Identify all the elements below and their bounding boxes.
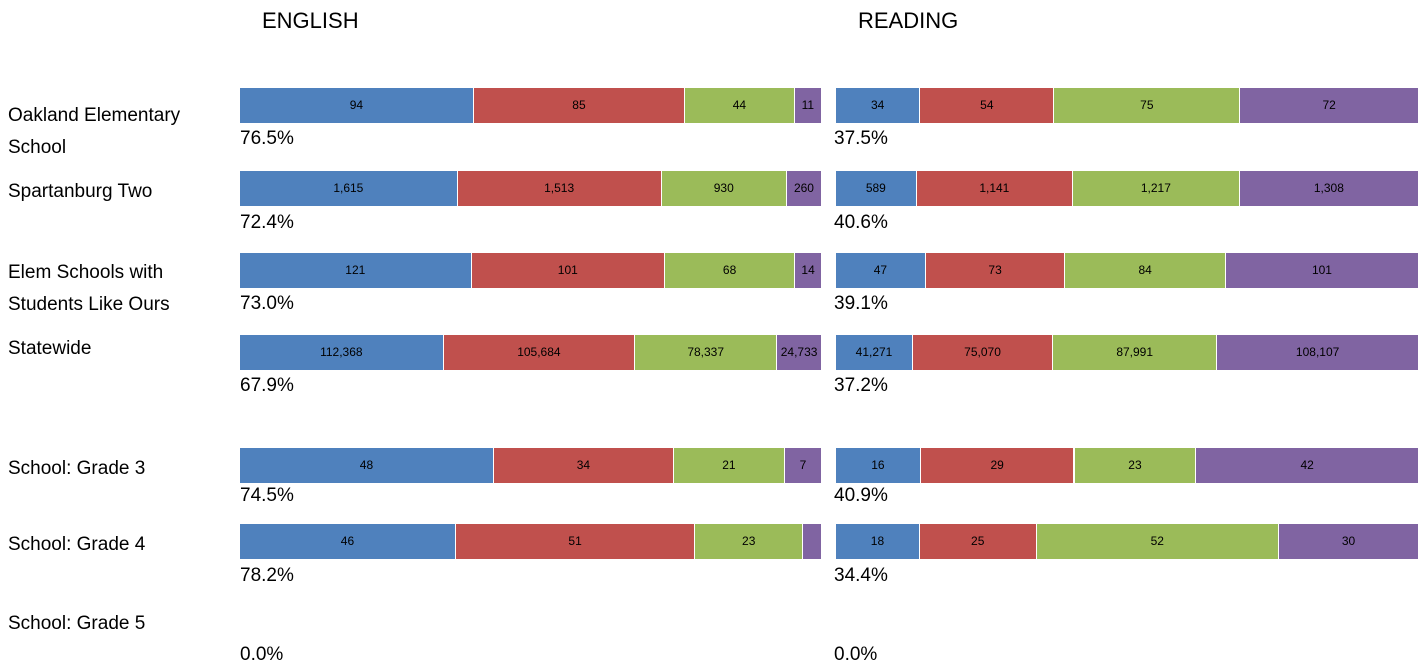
english-bar: 46 51 23 — [240, 524, 822, 559]
reading-percent-label: 34.4% — [834, 565, 888, 586]
reading-percent-label: 37.2% — [834, 375, 888, 396]
english-bar: 94 85 44 11 — [240, 88, 822, 123]
reading-bar-segment: 1,308 — [1239, 171, 1419, 206]
english-bar-segment: 14 — [795, 253, 822, 288]
reading-bar: 41,271 75,070 87,991 108,107 — [836, 335, 1419, 370]
row-label-line: School: Grade 4 — [8, 534, 146, 555]
reading-bar-segment: 16 — [836, 448, 921, 483]
english-percent-label: 72.4% — [240, 212, 294, 233]
english-bar: 121 101 68 14 — [240, 253, 822, 288]
english-percent-label: 0.0% — [240, 644, 284, 665]
reading-bar-segment: 73 — [925, 253, 1066, 288]
reading-bar-segment: 84 — [1065, 253, 1226, 288]
reading-bar-segment: 75,070 — [913, 335, 1054, 370]
english-bar-segment: 105,684 — [443, 335, 636, 370]
english-bar-segment: 1,615 — [240, 171, 458, 206]
row-label: Statewide — [8, 333, 233, 365]
english-percent-label: 76.5% — [240, 128, 294, 149]
row-label-line: Students Like Ours — [8, 294, 170, 315]
english-bar-segment — [803, 524, 822, 559]
reading-bar: 16 29 23 42 — [836, 448, 1419, 483]
english-bar-segment: 260 — [786, 171, 822, 206]
reading-bar: 34 54 75 72 — [836, 88, 1419, 123]
row-label: Spartanburg Two — [8, 176, 233, 208]
english-bar-segment: 44 — [685, 88, 795, 123]
row-label: Oakland Elementary School — [8, 100, 233, 164]
english-bar-segment: 112,368 — [240, 335, 444, 370]
reading-bar-segment: 29 — [920, 448, 1075, 483]
reading-bar-segment: 42 — [1196, 448, 1419, 483]
english-bar-segment: 78,337 — [635, 335, 778, 370]
english-percent-label: 73.0% — [240, 293, 294, 314]
english-bar-segment: 85 — [473, 88, 686, 123]
english-panel-title: ENGLISH — [262, 8, 359, 33]
reading-panel-title: READING — [858, 8, 959, 33]
english-bar-segment: 1,513 — [457, 171, 662, 206]
reading-bar: 589 1,141 1,217 1,308 — [836, 171, 1419, 206]
english-bar-segment: 46 — [240, 524, 456, 559]
english-bar-segment: 34 — [493, 448, 674, 483]
reading-percent-label: 0.0% — [834, 644, 878, 665]
row-label: School: Grade 3 — [8, 453, 233, 485]
reading-bar-segment: 25 — [919, 524, 1037, 559]
reading-bar-segment: 30 — [1279, 524, 1419, 559]
reading-percent-label: 37.5% — [834, 128, 888, 149]
row-label-line: School: Grade 3 — [8, 458, 146, 479]
reading-bar-segment: 34 — [836, 88, 921, 123]
english-bar: 112,368 105,684 78,337 24,733 — [240, 335, 822, 370]
reading-bar-segment: 1,217 — [1073, 171, 1240, 206]
reading-bar-segment: 41,271 — [836, 335, 913, 370]
row-label-line: School — [8, 137, 67, 158]
reading-bar-segment: 54 — [920, 88, 1055, 123]
reading-percent-label: 40.9% — [834, 485, 888, 506]
english-bar-segment: 11 — [794, 88, 822, 123]
english-bar-segment: 21 — [673, 448, 785, 483]
reading-bar-segment: 101 — [1225, 253, 1419, 288]
english-bar-segment: 48 — [240, 448, 494, 483]
reading-percent-label: 39.1% — [834, 293, 888, 314]
english-bar-segment: 51 — [455, 524, 696, 559]
reading-bar-segment: 108,107 — [1217, 335, 1419, 370]
english-bar: 48 34 21 7 — [240, 448, 822, 483]
reading-bar-segment: 589 — [836, 171, 917, 206]
english-percent-label: 78.2% — [240, 565, 294, 586]
row-label-line: School: Grade 5 — [8, 613, 146, 634]
english-bar-segment: 121 — [240, 253, 472, 288]
row-label-line: Spartanburg Two — [8, 181, 153, 202]
reading-bar-segment: 47 — [836, 253, 926, 288]
english-bar-segment: 24,733 — [777, 335, 822, 370]
english-bar-segment: 94 — [240, 88, 474, 123]
row-label: Elem Schools with Students Like Ours — [8, 257, 233, 321]
reading-bar: 18 25 52 30 — [836, 524, 1419, 559]
row-label-line: Elem Schools with — [8, 262, 164, 283]
row-label-line: Oakland Elementary — [8, 105, 181, 126]
reading-bar-segment: 72 — [1240, 88, 1419, 123]
reading-bar-segment: 52 — [1036, 524, 1280, 559]
english-bar-segment: 68 — [665, 253, 796, 288]
english-percent-label: 74.5% — [240, 485, 294, 506]
reading-bar-segment: 18 — [836, 524, 920, 559]
english-bar-segment: 7 — [784, 448, 822, 483]
reading-bar-segment: 87,991 — [1053, 335, 1218, 370]
reading-bar-segment: 1,141 — [916, 171, 1074, 206]
reading-percent-label: 40.6% — [834, 212, 888, 233]
row-label: School: Grade 5 — [8, 608, 233, 640]
row-label-line: Statewide — [8, 338, 92, 359]
reading-bar-segment: 23 — [1074, 448, 1197, 483]
english-bar: 1,615 1,513 930 260 — [240, 171, 822, 206]
english-bar-segment: 23 — [695, 524, 804, 559]
reading-bar-segment: 75 — [1054, 88, 1241, 123]
english-percent-label: 67.9% — [240, 375, 294, 396]
english-bar-segment: 930 — [661, 171, 787, 206]
english-bar-segment: 101 — [471, 253, 665, 288]
row-label: School: Grade 4 — [8, 529, 233, 561]
reading-bar: 47 73 84 101 — [836, 253, 1419, 288]
